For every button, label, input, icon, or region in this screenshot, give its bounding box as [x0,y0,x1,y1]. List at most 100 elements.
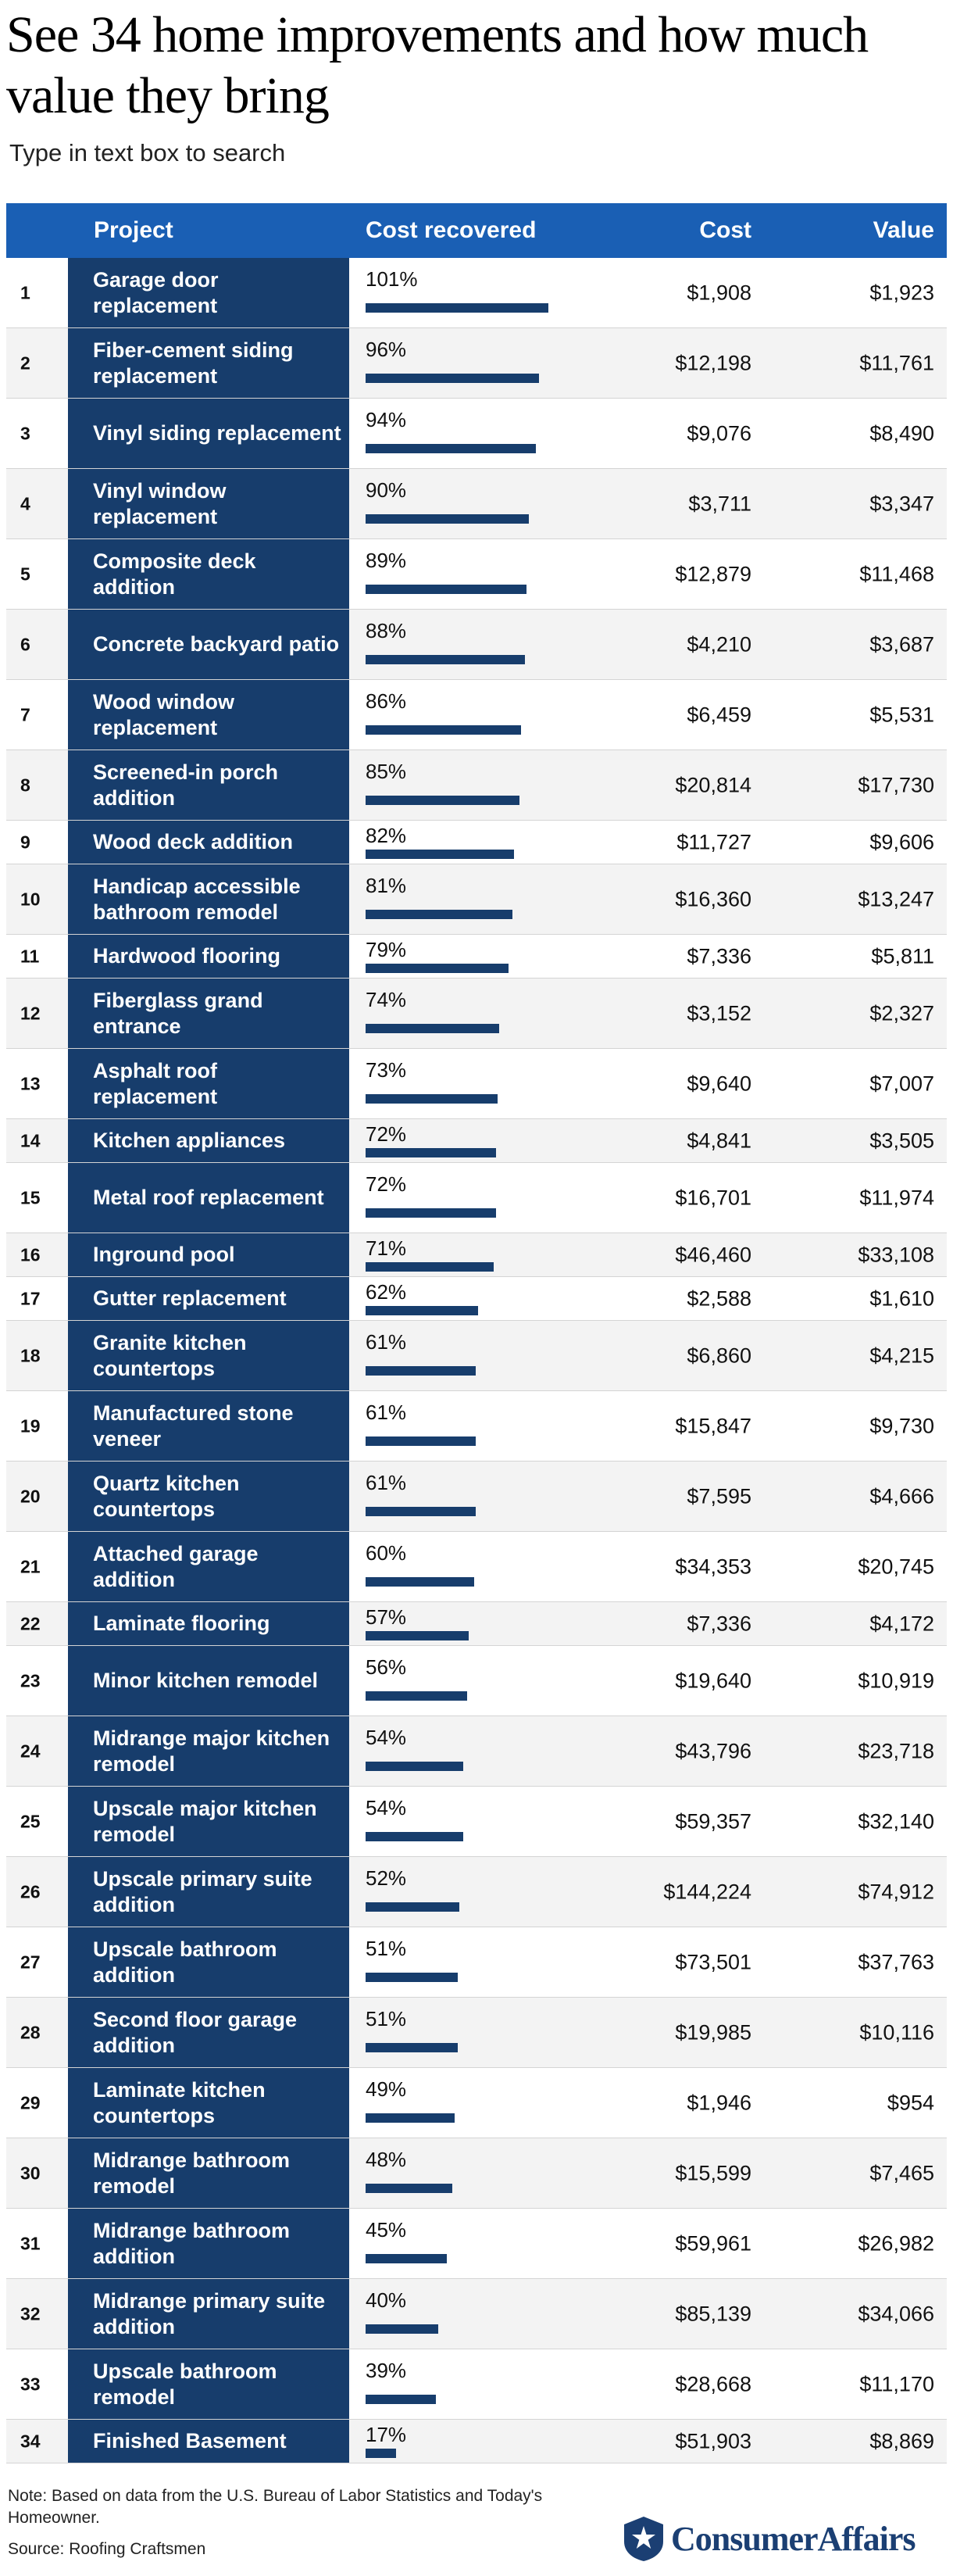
table-row: 9 Wood deck addition 82% $11,727 $9,606 [6,821,947,864]
cost-recovered-label: 49% [366,2077,407,2101]
cost-cell: $3,152 [687,1001,751,1025]
cost-recovered-label: 61% [366,1401,407,1424]
value-cell: $5,811 [871,944,934,968]
cost-cell: $144,224 [663,1880,751,1903]
table-row: 17 Gutter replacement 62% $2,588 $1,610 [6,1277,947,1321]
source-line: Source: Roofing Craftsmen [8,2540,206,2558]
cost-cell: $46,460 [675,1243,751,1266]
cost-recovered-bar [366,796,519,805]
value-cell: $74,912 [858,1880,934,1903]
cost-recovered-bar [366,910,512,919]
cost-recovered-bar [366,964,509,973]
project-name: Inground pool [68,1233,349,1276]
cost-recovered-label: 81% [366,874,407,897]
table-row: 14 Kitchen appliances 72% $4,841 $3,505 [6,1119,947,1163]
project-name: Second floor garage addition [68,1998,349,2067]
header-value[interactable]: Value [873,217,934,243]
project-name: Laminate flooring [68,1602,349,1645]
table-row: 3 Vinyl siding replacement 94% $9,076 $8,490 [6,399,947,469]
cost-cell: $16,360 [675,887,751,911]
cost-recovered-label: 52% [366,1866,407,1890]
logo-text: ConsumerAffairs [671,2519,916,2558]
row-rank: 21 [20,1556,41,1576]
project-name: Kitchen appliances [68,1119,349,1162]
table-row: 25 Upscale major kitchen remodel 54% $59,35… [6,1787,947,1857]
cost-cell: $20,814 [675,773,751,796]
search-hint: Type in text box to search [9,139,286,166]
cost-recovered-bar [366,1366,476,1376]
header-project[interactable]: Project [94,217,173,243]
row-rank: 28 [20,2022,41,2042]
project-name: Minor kitchen remodel [68,1646,349,1716]
cost-recovered-label: 62% [366,1280,407,1304]
cost-recovered-bar [366,374,539,383]
row-rank: 33 [20,2374,41,2394]
cost-cell: $34,353 [675,1555,751,1578]
table-row: 2 Fiber-cement siding replacement 96% $12,1… [6,328,947,399]
table-row: 21 Attached garage addition 60% $34,353 $20,… [6,1532,947,1602]
value-cell: $26,982 [858,2231,934,2255]
cost-recovered-bar [366,514,529,524]
cost-recovered-bar [366,444,536,453]
row-rank: 31 [20,2233,41,2253]
row-rank: 22 [20,1613,41,1633]
cost-cell: $16,701 [675,1186,751,1209]
cost-cell: $1,946 [687,2091,751,2114]
cost-recovered-bar [366,850,514,859]
value-cell: $7,007 [869,1072,934,1095]
cost-recovered-label: 85% [366,760,407,783]
table-row: 15 Metal roof replacement 72% $16,701 $11,97… [6,1163,947,1233]
table-row: 29 Laminate kitchen countertops 49% $1,946 $… [6,2068,947,2138]
value-cell: $13,247 [858,887,934,911]
row-rank: 24 [20,1741,41,1761]
table-row: 31 Midrange bathroom addition 45% $59,961 $2… [6,2209,947,2279]
project-name: Finished Basement [68,2420,349,2463]
table-row: 18 Granite kitchen countertops 61% $6,860 $4… [6,1321,947,1391]
cost-recovered-bar [366,1436,476,1446]
table-row: 12 Fiberglass grand entrance 74% $3,152 $2,3… [6,979,947,1049]
value-cell: $10,919 [858,1669,934,1692]
table-row: 33 Upscale bathroom remodel 39% $28,668 $11,… [6,2349,947,2420]
cost-recovered-label: 45% [366,2218,407,2241]
cost-recovered-label: 82% [366,824,407,847]
header-cost-recovered[interactable]: Cost recovered [366,217,537,243]
value-cell: $7,465 [869,2161,934,2184]
value-cell: $1,923 [869,281,934,304]
header-cost[interactable]: Cost [699,217,751,243]
value-cell: $8,869 [869,2429,934,2453]
table-row: 13 Asphalt roof replacement 73% $9,640 $7,00… [6,1049,947,1119]
cost-recovered-label: 74% [366,988,407,1011]
cost-recovered-label: 39% [366,2359,407,2382]
row-rank: 4 [20,493,30,513]
project-name: Metal roof replacement [68,1163,349,1233]
cost-recovered-bar [366,1691,467,1701]
cost-cell: $15,847 [675,1414,751,1437]
row-rank: 19 [20,1415,41,1436]
row-rank: 15 [20,1187,41,1208]
project-name: Wood deck addition [68,821,349,864]
project-name: Midrange primary suite addition [68,2279,349,2349]
cost-recovered-bar [366,1631,469,1640]
cost-recovered-bar [366,1507,476,1516]
table-row: 27 Upscale bathroom addition 51% $73,501 $37… [6,1927,947,1998]
table-row: 16 Inground pool 71% $46,460 $33,108 [6,1233,947,1277]
cost-recovered-label: 94% [366,408,407,431]
cost-cell: $2,588 [687,1286,751,1310]
project-name: Upscale bathroom addition [68,1927,349,1997]
cost-recovered-label: 56% [366,1655,407,1679]
value-cell: $3,505 [869,1129,934,1152]
row-rank: 12 [20,1003,41,1023]
cost-cell: $43,796 [675,1739,751,1762]
cost-recovered-bar [366,725,521,735]
cost-cell: $4,841 [687,1129,751,1152]
value-cell: $11,761 [859,351,934,374]
value-cell: $954 [887,2091,934,2114]
row-rank: 10 [20,889,41,909]
table-row: 1 Garage door replacement 101% $1,908 $1,923 [6,258,947,328]
table-row: 30 Midrange bathroom remodel 48% $15,599 $7,… [6,2138,947,2209]
cost-recovered-bar [366,1306,478,1315]
table-row: 22 Laminate flooring 57% $7,336 $4,172 [6,1602,947,1646]
star-shield-icon [624,2517,663,2561]
cost-recovered-label: 73% [366,1058,407,1082]
project-name: Hardwood flooring [68,935,349,978]
